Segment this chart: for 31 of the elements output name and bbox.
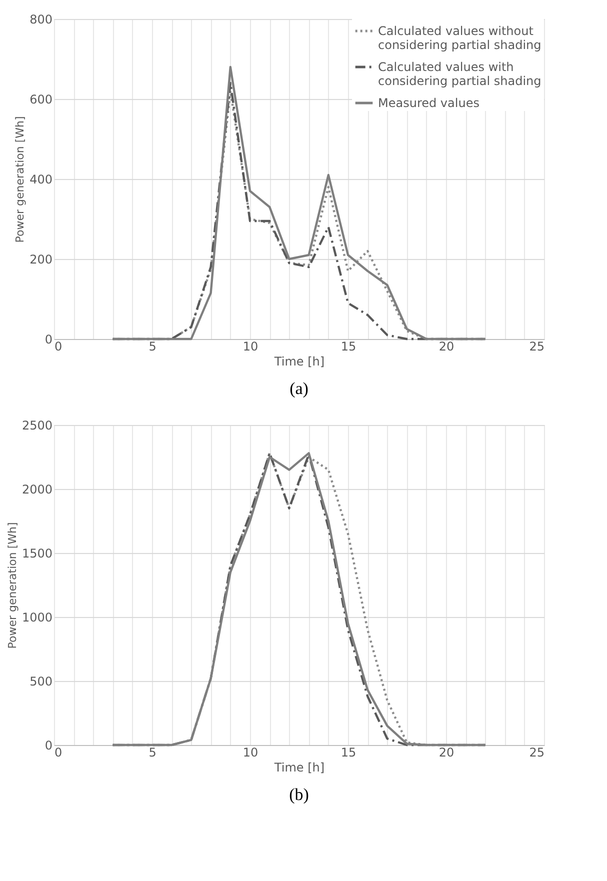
y-tick-label: 400 [30, 172, 52, 186]
legend-label: Measured values [378, 96, 480, 110]
legend-label: Calculated values without considering partial shading [378, 24, 542, 52]
y-axis-title: Power generation [Wh] [14, 116, 27, 243]
text: (b) [289, 785, 309, 804]
x-tick-label: 25 [529, 746, 544, 760]
y-tick-label: 600 [30, 92, 52, 106]
x-tick-label: 0 [54, 746, 62, 760]
x-tick-label: 15 [340, 340, 356, 354]
x-tick-label: 20 [438, 340, 454, 354]
y-tick-label: 800 [30, 12, 52, 26]
y-tick-label: 500 [30, 674, 52, 688]
x-tick-label: 10 [242, 340, 258, 354]
x-tick-label: 10 [242, 746, 258, 760]
x-tick-label: 20 [438, 746, 454, 760]
x-axis-title: Time [h] [273, 760, 325, 774]
y-tick-label: 200 [30, 252, 52, 266]
text: (a) [290, 379, 308, 398]
x-tick-label: 0 [54, 340, 62, 354]
y-tick-label: 2500 [22, 418, 52, 432]
x-axis-title: Time [h] [273, 354, 325, 368]
x-tick-label: 5 [148, 746, 156, 760]
y-tick-label: 2000 [22, 482, 52, 496]
x-tick-label: 25 [529, 340, 544, 354]
legend-label: Calculated values with considering partial shading [378, 60, 542, 88]
y-axis-title: Power generation [Wh] [6, 522, 19, 649]
y-tick-label: 1000 [22, 610, 52, 624]
x-tick-label: 5 [148, 340, 156, 354]
y-tick-label: 1500 [22, 546, 52, 560]
line-series [112, 452, 486, 746]
x-tick-label: 15 [340, 746, 356, 760]
